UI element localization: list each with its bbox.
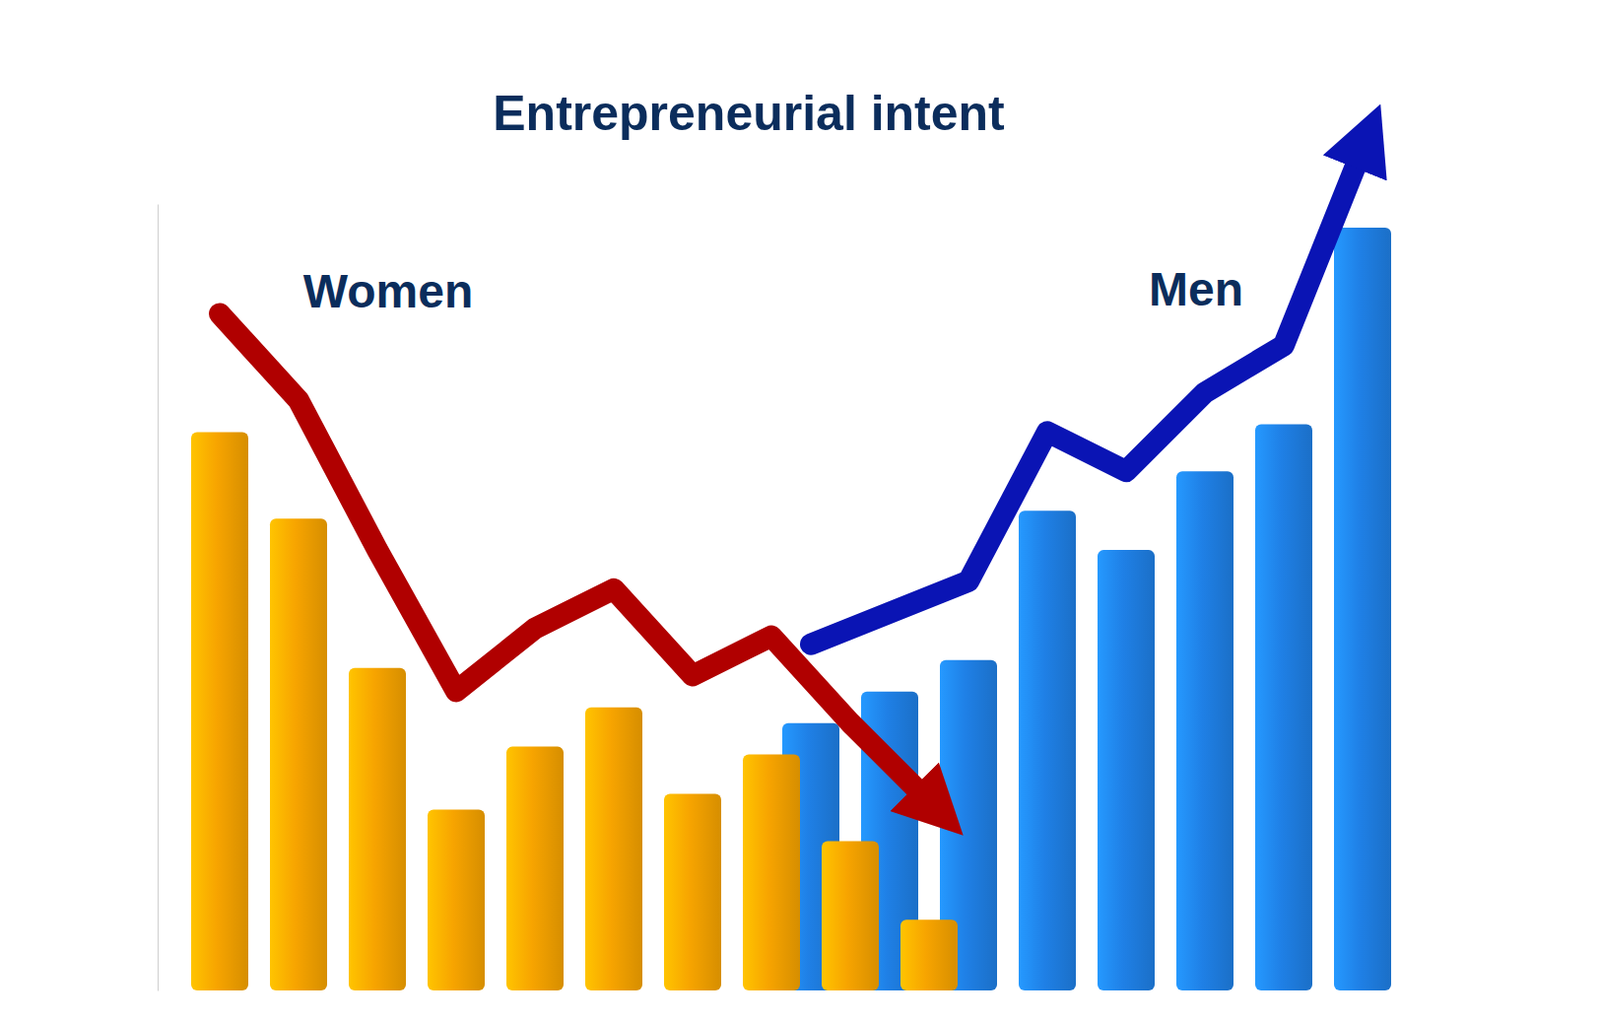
chart: Entrepreneurial intent Women Men xyxy=(0,0,1600,1021)
bar xyxy=(900,919,958,991)
bar xyxy=(506,746,564,991)
y-axis xyxy=(157,204,159,992)
bar xyxy=(1255,423,1313,991)
series-label: Men xyxy=(1148,263,1244,316)
y-axis-line xyxy=(157,204,159,992)
bar xyxy=(191,431,249,991)
bar xyxy=(585,707,643,991)
bar xyxy=(427,808,485,991)
series-label: Women xyxy=(303,265,473,318)
bar xyxy=(664,794,722,992)
trend-arrow xyxy=(219,313,930,801)
bars xyxy=(191,227,1392,991)
bar xyxy=(1333,227,1392,991)
bar xyxy=(1176,470,1234,991)
bar xyxy=(269,518,328,991)
bar xyxy=(742,754,800,991)
trend-arrow xyxy=(810,148,1363,645)
title: Entrepreneurial intent xyxy=(492,85,1005,141)
bar xyxy=(1097,549,1155,991)
bar xyxy=(348,667,406,991)
trend-arrows xyxy=(219,148,1363,801)
bar xyxy=(1018,510,1076,991)
bar xyxy=(821,840,879,991)
